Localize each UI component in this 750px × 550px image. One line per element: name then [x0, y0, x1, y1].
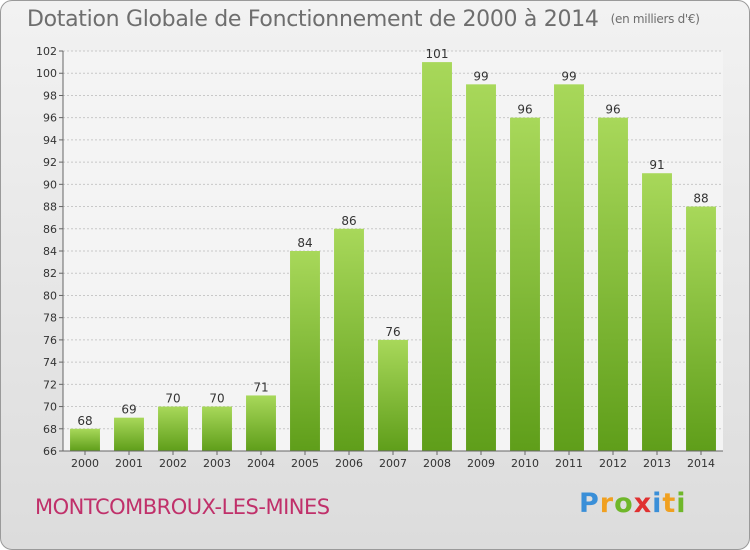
y-tick-label: 82	[43, 267, 57, 280]
bar-2006	[334, 228, 364, 451]
data-label: 70	[209, 392, 224, 406]
data-label: 99	[473, 69, 488, 83]
data-label: 70	[165, 392, 180, 406]
data-label: 69	[121, 403, 136, 417]
x-tick-label: 2008	[423, 457, 451, 470]
bar-2009	[466, 84, 496, 451]
x-tick-label: 2009	[467, 457, 495, 470]
x-tick-label: 2012	[599, 457, 627, 470]
y-tick-label: 68	[43, 423, 57, 436]
x-tick-label: 2005	[291, 457, 319, 470]
logo-letter: P	[579, 488, 600, 519]
x-tick-label: 2010	[511, 457, 539, 470]
data-label: 91	[649, 158, 664, 172]
logo-letter: i	[652, 488, 663, 519]
x-tick-label: 2003	[203, 457, 231, 470]
y-tick-label: 96	[43, 112, 57, 125]
y-tick-label: 94	[43, 134, 57, 147]
logo-letter: t	[662, 488, 677, 519]
x-tick-label: 2013	[643, 457, 671, 470]
data-label: 84	[297, 236, 312, 250]
unit-label: (en milliers d'€)	[610, 12, 700, 26]
bar-2010	[510, 117, 540, 452]
bar-2013	[642, 173, 672, 451]
logo-letter: i	[676, 488, 687, 519]
y-tick-label: 88	[43, 201, 57, 214]
x-tick-label: 2006	[335, 457, 363, 470]
bar-2001	[114, 417, 144, 451]
y-tick-label: 74	[43, 356, 57, 369]
bar-2007	[378, 339, 408, 451]
bar-2003	[202, 406, 232, 451]
bar-2014	[686, 206, 716, 451]
bar-2008	[422, 62, 452, 451]
bar-2000	[70, 428, 100, 451]
logo-letter: o	[614, 488, 634, 519]
logo-letter: x	[633, 488, 653, 519]
y-tick-label: 72	[43, 378, 57, 391]
bar-2012	[598, 117, 628, 452]
y-tick-label: 100	[36, 67, 57, 80]
bar-2004	[246, 395, 276, 451]
proxiti-logo: Proxiti	[579, 488, 687, 519]
y-tick-label: 84	[43, 245, 57, 258]
data-label: 71	[253, 380, 268, 394]
x-tick-label: 2004	[247, 457, 275, 470]
y-tick-label: 90	[43, 178, 57, 191]
chart-title: Dotation Globale de Fonctionnement de 20…	[27, 7, 700, 32]
y-tick-label: 70	[43, 401, 57, 414]
x-tick-label: 2000	[71, 457, 99, 470]
bar-2005	[290, 251, 320, 451]
x-tick-label: 2002	[159, 457, 187, 470]
y-tick-label: 102	[36, 45, 57, 58]
logo-letter: r	[599, 488, 615, 519]
x-tick-label: 2011	[555, 457, 583, 470]
bar-2011	[554, 84, 584, 451]
y-tick-label: 92	[43, 156, 57, 169]
y-tick-label: 78	[43, 312, 57, 325]
data-label: 76	[385, 325, 400, 339]
data-label: 96	[517, 103, 532, 117]
y-tick-label: 80	[43, 289, 57, 302]
y-tick-label: 76	[43, 334, 57, 347]
y-tick-label: 86	[43, 223, 57, 236]
data-label: 68	[77, 414, 92, 428]
x-tick-label: 2007	[379, 457, 407, 470]
data-label: 86	[341, 214, 356, 228]
y-tick-label: 66	[43, 445, 57, 458]
data-label: 101	[426, 47, 449, 61]
x-tick-label: 2014	[687, 457, 715, 470]
bar-2002	[158, 406, 188, 451]
commune-name: MONTCOMBROUX-LES-MINES	[35, 495, 330, 519]
data-label: 88	[693, 192, 708, 206]
data-label: 99	[561, 69, 576, 83]
x-tick-label: 2001	[115, 457, 143, 470]
data-label: 96	[605, 103, 620, 117]
title-text: Dotation Globale de Fonctionnement de 20…	[27, 7, 599, 32]
y-tick-label: 98	[43, 89, 57, 102]
